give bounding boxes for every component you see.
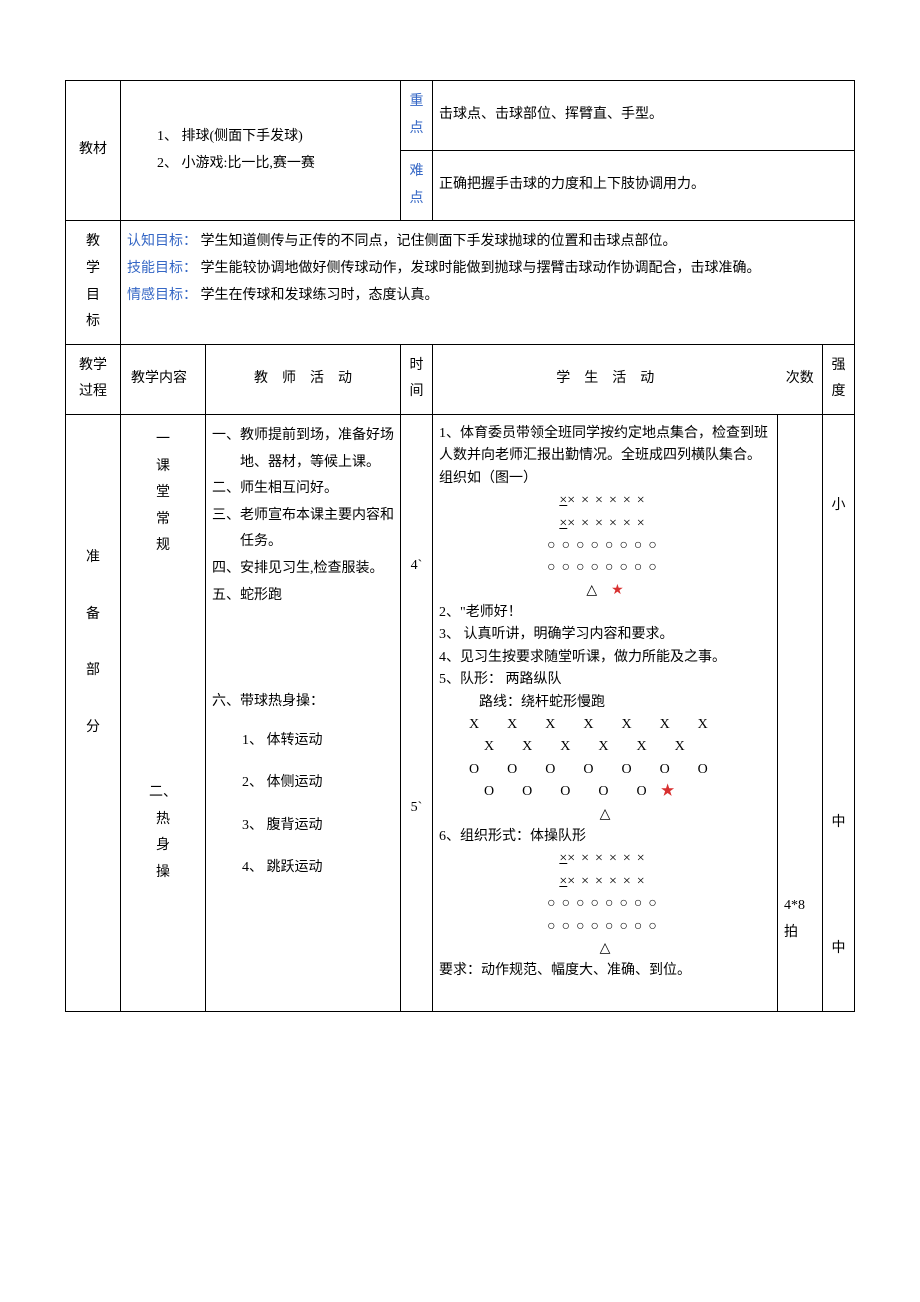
student-line-5-label: 5、队形： 两路纵队 [439,669,771,691]
col-time: 时间 [401,344,433,414]
content-block2: 二、热身操 [127,780,199,886]
formation-row: ○○○○○○○○ [439,916,771,938]
formation-row: ○○○○○○○○ [439,535,771,557]
teacher-block2-title: 六、带球热身操： [212,689,394,716]
student-org-label: 组织如（图一） [439,468,771,490]
cognitive-text: 学生知道侧传与正传的不同点，记住侧面下手发球抛球的位置和击球点部位。 [201,234,677,249]
col-teacher: 教 师 活 动 [206,344,401,414]
formation-row: ×××××× [567,874,650,889]
content-block1: 一课堂常规 [127,427,199,560]
col-intensity: 强度 [823,344,855,414]
formation-row: ○○○○○○○○ [439,557,771,579]
teacher-cell: 一、教师提前到场，准备好场地、器材，等候上课。 二、师生相互问好。 三、老师宣布… [206,414,401,1011]
lesson-plan-page: 教材 1、 排球(侧面下手发球) 2、 小游戏:比一比,赛一赛 重点 击球点、击… [0,0,920,1012]
col-process: 教学过程 [66,344,121,414]
student-line-6: 6、组织形式：体操队形 [439,826,771,848]
student-line-1: 1、体育委员带领全班同学按约定地点集合，检查到班人数并向老师汇报出勤情况。全班成… [439,423,771,468]
teacher-exercise: 3、 腹背运动 [242,813,394,840]
time-2: 5` [407,795,426,822]
teacher-exercise: 1、 体转运动 [242,728,394,755]
formation-row: ○○○○○○○○ [439,893,771,915]
run-formation: O O O O O O O [439,759,771,781]
col-reps: 次数 [778,344,823,414]
formation-teacher-row: △ ★ [439,580,771,602]
student-cell: 1、体育委员带领全班同学按约定地点集合，检查到班人数并向老师汇报出勤情况。全班成… [433,414,778,1011]
reps-text: 4*8拍 [784,893,816,946]
requirement-text: 要求：动作规范、幅度大、准确、到位。 [439,960,771,982]
teacher-line: 教师提前到场，准备好场地、器材，等候上课。 [240,423,394,476]
skill-label: 技能目标： [127,261,197,276]
topic-line-1: 1、 排球(侧面下手发球) [157,124,394,151]
star-icon: ★ [611,583,624,598]
student-line-4: 4、见习生按要求随堂听课，做力所能及之事。 [439,647,771,669]
time-1: 4` [407,553,426,580]
formation-row: ×××××× [567,493,650,508]
textbook-label: 教材 [66,81,121,221]
triangle-icon: △ [439,938,771,960]
intensity-cell: 小 中 中 [823,414,855,1011]
student-line-3: 3、 认真听讲，明确学习内容和要求。 [439,624,771,646]
run-formation: X X X X X X X [439,714,771,736]
formation-row: ×××××× [567,516,650,531]
teacher-line: 老师宣布本课主要内容和任务。 [240,503,394,556]
teacher-line: 安排见习生,检查服装。 [240,556,384,583]
star-icon: ★ [661,784,675,799]
topic-line-2: 2、 小游戏:比一比,赛一赛 [157,151,394,178]
content-cell: 一课堂常规 二、热身操 [121,414,206,1011]
run-formation: O O O O O ★ [439,781,771,803]
intensity-mid: 中 [829,810,848,837]
topics-cell: 1、 排球(侧面下手发球) 2、 小游戏:比一比,赛一赛 [121,81,401,221]
process-prep-label: 准 备 部 分 [66,414,121,1011]
objectives-cell: 认知目标： 学生知道侧传与正传的不同点，记住侧面下手发球抛球的位置和击球点部位。… [121,221,855,344]
teacher-exercise: 2、 体侧运动 [242,770,394,797]
formation-row: ×××××× [567,851,650,866]
col-content: 教学内容 [121,344,206,414]
student-line-2: 2、"老师好！ [439,602,771,624]
teacher-line: 蛇形跑 [240,583,282,610]
difficulty-text: 正确把握手击球的力度和上下肢协调用力。 [433,151,855,221]
keypoint-label: 重点 [401,81,433,151]
teacher-exercise: 4、 跳跃运动 [242,855,394,882]
objectives-label: 教学目标 [66,221,121,344]
cognitive-label: 认知目标： [127,234,197,249]
difficulty-label: 难点 [401,151,433,221]
intensity-mid: 中 [829,936,848,963]
triangle-icon: △ [439,804,771,826]
lesson-plan-table: 教材 1、 排球(侧面下手发球) 2、 小游戏:比一比,赛一赛 重点 击球点、击… [65,80,855,1012]
run-formation: X X X X X X [439,736,771,758]
intensity-small: 小 [829,493,848,520]
student-line-5-route: 路线：绕杆蛇形慢跑 [439,692,771,714]
affective-label: 情感目标： [127,288,197,303]
col-student: 学 生 活 动 [433,344,778,414]
reps-cell: 4*8拍 [778,414,823,1011]
affective-text: 学生在传球和发球练习时，态度认真。 [201,288,439,303]
teacher-line: 师生相互问好。 [240,476,338,503]
keypoint-text: 击球点、击球部位、挥臂直、手型。 [433,81,855,151]
time-cell: 4` 5` [401,414,433,1011]
skill-text: 学生能较协调地做好侧传球动作，发球时能做到抛球与摆臂击球动作协调配合，击球准确。 [201,261,761,276]
